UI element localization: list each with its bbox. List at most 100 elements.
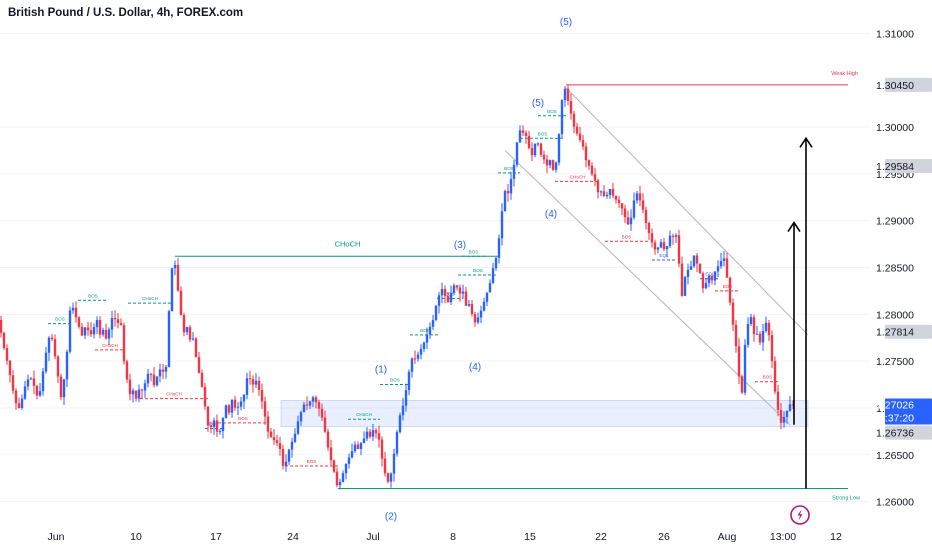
arrow-head — [799, 136, 813, 148]
candle-body — [593, 174, 597, 181]
candle-body — [686, 269, 690, 278]
candle-body — [677, 235, 681, 264]
candle-body — [374, 430, 378, 434]
candle-body — [353, 444, 357, 452]
candle-body — [623, 208, 627, 218]
candle-body — [164, 366, 168, 372]
price-tag — [885, 324, 932, 339]
candle-body — [572, 113, 576, 127]
tradingview-logo-icon[interactable] — [790, 505, 810, 525]
time-tick-label: 26 — [658, 531, 670, 543]
candle-body — [335, 471, 339, 486]
candle-body — [635, 193, 639, 201]
candle-body — [758, 333, 762, 343]
candle-body — [122, 325, 126, 362]
price-tag-label: 1.29584 — [876, 161, 914, 173]
structure-label: CHoCH — [102, 343, 118, 348]
structure-label: BOS — [420, 328, 430, 333]
candle-body — [494, 257, 498, 269]
candle-body — [32, 378, 36, 386]
candle-body — [23, 386, 27, 399]
candle-body — [188, 327, 192, 340]
candle-body — [755, 333, 759, 335]
candle-body — [68, 310, 72, 352]
candle-body — [524, 132, 528, 136]
level-label: Strong Low — [832, 495, 860, 501]
candle-body — [650, 233, 654, 243]
candle-body — [89, 330, 93, 335]
candle-body — [194, 338, 198, 358]
price-tick-label: 1.28000 — [876, 309, 914, 321]
candle-body — [383, 458, 387, 474]
candle-body — [47, 337, 51, 353]
candle-body — [290, 441, 294, 450]
chart-title: British Pound / U.S. Dollar, 4h, FOREX.c… — [8, 7, 244, 19]
time-tick-label: Aug — [718, 531, 737, 543]
candle-body — [557, 134, 561, 163]
candle-body — [632, 200, 636, 218]
time-tick-label: 15 — [524, 531, 536, 543]
candle-body — [734, 324, 738, 347]
wave-label: (4) — [469, 362, 481, 373]
wave-label: (5) — [560, 17, 572, 28]
candle-body — [152, 374, 156, 386]
candle-body — [770, 335, 774, 362]
candle-body — [503, 191, 507, 212]
candle-body — [350, 451, 354, 458]
candle-body — [44, 352, 48, 372]
candle-body — [386, 473, 390, 482]
candle-body — [701, 273, 705, 289]
candle-body — [692, 255, 696, 267]
price-tag-label: 1.30450 — [876, 80, 914, 92]
candle-body — [257, 380, 261, 391]
candle-body — [260, 390, 264, 402]
candle-body — [293, 433, 297, 442]
candle-body — [305, 404, 309, 406]
candle-body — [629, 217, 633, 225]
candle-body — [497, 238, 501, 258]
candle-body — [176, 265, 180, 291]
candle-body — [722, 258, 726, 261]
structure-label: CHoCH — [356, 412, 372, 417]
candle-body — [518, 130, 522, 143]
candle-body — [617, 199, 621, 204]
candle-body — [2, 332, 6, 349]
candle-body — [179, 290, 183, 316]
price-tag-label: 1.27814 — [876, 327, 914, 339]
candle-body — [431, 320, 435, 327]
candle-body — [173, 265, 177, 269]
candle-body — [137, 389, 141, 399]
candle-body — [392, 453, 396, 474]
channel-line — [504, 150, 791, 426]
structure-label: BOS — [622, 234, 632, 239]
structure-label: BOS — [469, 249, 479, 254]
candle-body — [740, 376, 744, 393]
candle-body — [488, 283, 492, 293]
price-tag — [885, 77, 932, 92]
candle-body — [554, 162, 558, 170]
candle-body — [14, 390, 18, 404]
time-tick-label: Jun — [48, 531, 65, 543]
candle-body — [434, 305, 438, 321]
candle-body — [185, 327, 189, 333]
candle-body — [317, 402, 321, 409]
candle-body — [395, 432, 399, 454]
candle-body — [407, 371, 411, 391]
candle-body — [101, 329, 105, 335]
candle-body — [659, 242, 663, 248]
candle-body — [767, 322, 771, 336]
structure-label: BOS — [504, 166, 514, 171]
candle-body — [224, 405, 228, 418]
candle-body — [665, 245, 669, 250]
candle-body — [80, 326, 84, 336]
candle-body — [707, 276, 711, 284]
candle-body — [254, 380, 258, 385]
candle-body — [512, 164, 516, 179]
candle-body — [218, 431, 222, 433]
candle-body — [674, 235, 678, 237]
candle-body — [566, 88, 570, 101]
candle-body — [323, 417, 327, 432]
candle-body — [773, 361, 777, 392]
candle-body — [746, 323, 750, 345]
